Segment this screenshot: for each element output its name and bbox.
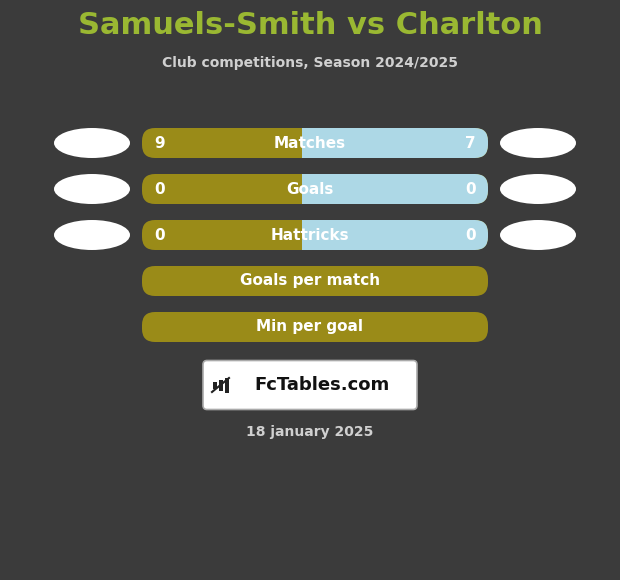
Text: Goals per match: Goals per match <box>240 274 380 288</box>
FancyBboxPatch shape <box>142 312 488 342</box>
Ellipse shape <box>500 220 576 250</box>
Text: Min per goal: Min per goal <box>257 320 363 335</box>
FancyBboxPatch shape <box>142 174 488 204</box>
Bar <box>302 174 315 204</box>
Text: 0: 0 <box>466 182 476 197</box>
FancyBboxPatch shape <box>302 220 488 250</box>
Ellipse shape <box>54 174 130 204</box>
Text: Goals: Goals <box>286 182 334 197</box>
Text: 0: 0 <box>466 227 476 242</box>
Bar <box>219 379 223 390</box>
Ellipse shape <box>54 128 130 158</box>
Ellipse shape <box>500 174 576 204</box>
Text: Matches: Matches <box>274 136 346 150</box>
Ellipse shape <box>500 128 576 158</box>
Text: 18 january 2025: 18 january 2025 <box>246 425 374 439</box>
Bar <box>302 128 315 158</box>
Text: 9: 9 <box>154 136 165 150</box>
FancyBboxPatch shape <box>203 361 417 409</box>
FancyBboxPatch shape <box>302 174 488 204</box>
Text: Hattricks: Hattricks <box>271 227 349 242</box>
Text: Club competitions, Season 2024/2025: Club competitions, Season 2024/2025 <box>162 56 458 70</box>
FancyBboxPatch shape <box>142 220 488 250</box>
Bar <box>302 220 315 250</box>
Text: 7: 7 <box>466 136 476 150</box>
Text: 0: 0 <box>154 182 165 197</box>
FancyBboxPatch shape <box>142 128 488 158</box>
Text: Samuels-Smith vs Charlton: Samuels-Smith vs Charlton <box>78 12 542 41</box>
FancyBboxPatch shape <box>142 266 488 296</box>
Ellipse shape <box>54 220 130 250</box>
Text: 0: 0 <box>154 227 165 242</box>
Bar <box>225 378 229 393</box>
FancyBboxPatch shape <box>302 128 488 158</box>
Bar <box>213 382 217 389</box>
Text: FcTables.com: FcTables.com <box>254 376 389 394</box>
